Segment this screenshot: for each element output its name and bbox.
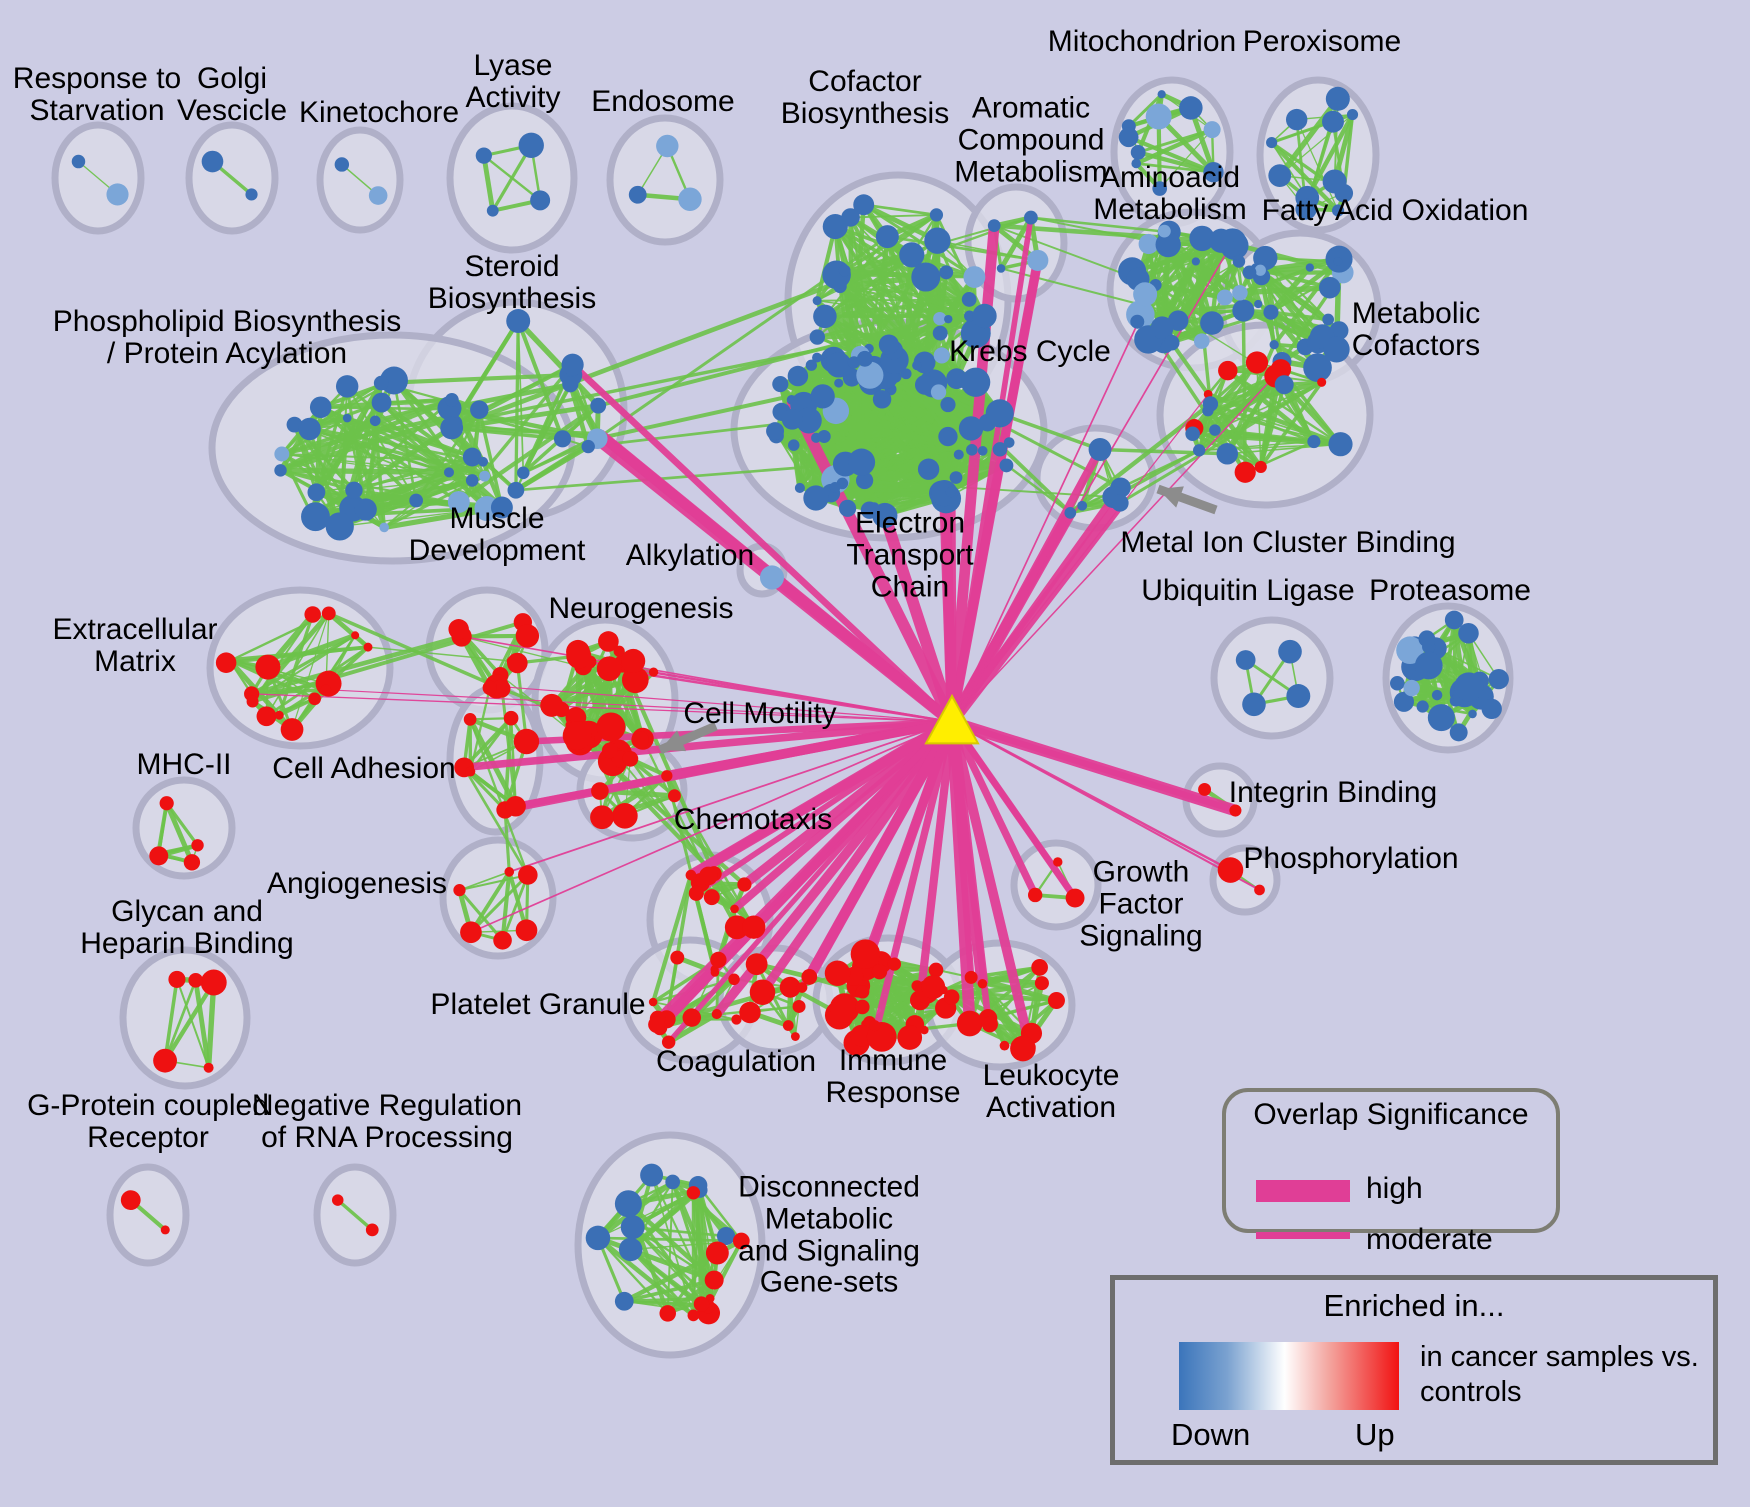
legend-moderate-label: moderate bbox=[1366, 1223, 1493, 1256]
legend-moderate-swatch bbox=[1256, 1232, 1350, 1239]
legend-overlap-significance: Overlap Significance high moderate bbox=[1222, 1088, 1560, 1256]
legend-enrichment-title: Enriched in... bbox=[1323, 1288, 1505, 1323]
legend-comparison-label: in cancer samples vs. controls bbox=[1420, 1341, 1699, 1409]
legend-enrichment: Enriched in... Down Up in cancer samples… bbox=[1110, 1275, 1718, 1465]
legend-up-label: Up bbox=[1355, 1417, 1395, 1452]
legend-down-label: Down bbox=[1171, 1417, 1251, 1452]
legend-high-label: high bbox=[1366, 1172, 1423, 1205]
legend-high-swatch bbox=[1256, 1180, 1350, 1202]
legend-overlap-title: Overlap Significance bbox=[1253, 1098, 1529, 1131]
color-gradient-bar bbox=[1179, 1342, 1399, 1410]
